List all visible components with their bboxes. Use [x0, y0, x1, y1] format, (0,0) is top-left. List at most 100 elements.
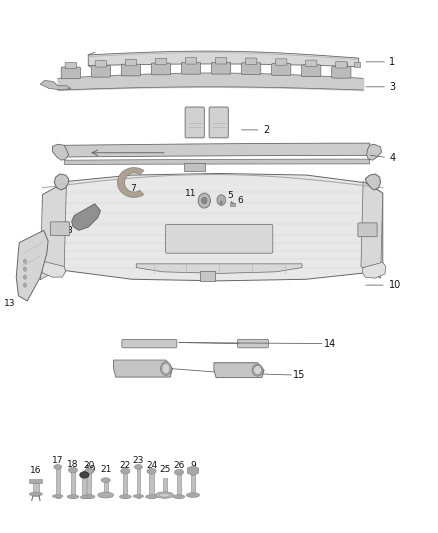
FancyBboxPatch shape	[185, 58, 197, 64]
Text: 16: 16	[30, 466, 42, 475]
Bar	[184, 163, 205, 171]
Ellipse shape	[145, 495, 157, 498]
Polygon shape	[113, 360, 173, 377]
Ellipse shape	[159, 493, 170, 497]
Ellipse shape	[162, 364, 170, 374]
Polygon shape	[187, 466, 199, 475]
Ellipse shape	[53, 495, 63, 498]
Bar	[149, 471, 154, 498]
Bar	[162, 478, 167, 496]
Bar	[200, 271, 215, 281]
Text: 13: 13	[4, 299, 15, 308]
Ellipse shape	[68, 467, 78, 473]
Bar	[29, 479, 42, 483]
FancyBboxPatch shape	[122, 340, 177, 348]
Polygon shape	[64, 143, 370, 157]
Text: 18: 18	[67, 459, 79, 469]
Polygon shape	[72, 204, 100, 230]
Ellipse shape	[133, 495, 144, 498]
FancyBboxPatch shape	[65, 62, 77, 69]
Ellipse shape	[121, 469, 130, 474]
Bar	[230, 203, 235, 206]
Polygon shape	[40, 261, 66, 277]
Polygon shape	[365, 174, 381, 190]
Ellipse shape	[174, 470, 184, 475]
Polygon shape	[40, 181, 67, 280]
FancyBboxPatch shape	[95, 61, 106, 67]
Polygon shape	[42, 173, 383, 281]
Bar	[87, 471, 91, 498]
Ellipse shape	[155, 492, 174, 498]
FancyBboxPatch shape	[245, 58, 257, 64]
Circle shape	[23, 267, 27, 271]
Text: 4: 4	[389, 152, 396, 163]
Circle shape	[219, 200, 223, 205]
Bar	[354, 62, 360, 67]
Text: 24: 24	[146, 461, 157, 470]
FancyBboxPatch shape	[336, 62, 347, 68]
Ellipse shape	[67, 495, 79, 498]
Text: 5: 5	[227, 191, 233, 200]
Circle shape	[23, 275, 27, 279]
Bar	[104, 480, 108, 496]
Polygon shape	[214, 363, 264, 377]
Text: 19: 19	[85, 465, 96, 474]
Polygon shape	[362, 262, 386, 278]
Text: 7: 7	[131, 184, 136, 193]
FancyBboxPatch shape	[272, 63, 291, 75]
Polygon shape	[136, 264, 302, 273]
Circle shape	[201, 197, 207, 204]
Polygon shape	[88, 51, 359, 67]
Polygon shape	[16, 230, 48, 301]
Text: 23: 23	[133, 456, 144, 465]
Circle shape	[217, 195, 226, 205]
Bar	[123, 471, 127, 498]
Circle shape	[23, 259, 27, 263]
Polygon shape	[367, 144, 381, 160]
Ellipse shape	[80, 472, 89, 478]
Bar	[33, 483, 39, 496]
Text: 15: 15	[293, 370, 306, 380]
Polygon shape	[117, 167, 144, 197]
Text: 2: 2	[263, 125, 269, 135]
Text: 1: 1	[389, 57, 396, 67]
Polygon shape	[54, 174, 69, 190]
Bar	[191, 471, 195, 496]
FancyBboxPatch shape	[358, 223, 377, 237]
Bar	[177, 472, 181, 498]
Text: 14: 14	[324, 338, 336, 349]
Text: 6: 6	[237, 196, 243, 205]
Text: 9: 9	[190, 461, 196, 470]
Text: 26: 26	[173, 461, 185, 470]
FancyBboxPatch shape	[121, 64, 141, 76]
Ellipse shape	[83, 495, 95, 498]
FancyBboxPatch shape	[237, 340, 268, 348]
Bar	[341, 62, 346, 66]
Text: 22: 22	[120, 461, 131, 470]
FancyBboxPatch shape	[152, 63, 170, 75]
Text: 3: 3	[389, 82, 396, 92]
FancyBboxPatch shape	[61, 67, 81, 79]
Ellipse shape	[85, 469, 94, 474]
Ellipse shape	[173, 495, 185, 498]
FancyBboxPatch shape	[215, 58, 227, 64]
Bar	[56, 467, 60, 498]
Ellipse shape	[29, 492, 42, 496]
Circle shape	[198, 193, 210, 208]
Text: 25: 25	[159, 465, 170, 474]
Ellipse shape	[134, 465, 142, 470]
FancyBboxPatch shape	[185, 107, 204, 138]
Text: 20: 20	[84, 461, 95, 470]
Ellipse shape	[147, 469, 156, 474]
FancyBboxPatch shape	[276, 59, 287, 65]
FancyBboxPatch shape	[91, 66, 110, 77]
Text: 10: 10	[389, 280, 402, 290]
Ellipse shape	[101, 478, 110, 482]
Ellipse shape	[160, 362, 171, 375]
Ellipse shape	[120, 495, 131, 498]
Polygon shape	[361, 181, 383, 278]
FancyBboxPatch shape	[241, 63, 261, 75]
Text: 17: 17	[52, 456, 64, 465]
Bar	[71, 470, 75, 498]
FancyBboxPatch shape	[332, 67, 351, 78]
